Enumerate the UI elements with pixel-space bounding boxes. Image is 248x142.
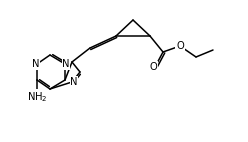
Text: N: N	[70, 77, 78, 87]
Text: NH$_2$: NH$_2$	[27, 90, 47, 104]
Text: O: O	[149, 62, 157, 72]
Text: N: N	[32, 59, 40, 69]
Text: N: N	[62, 59, 70, 69]
Text: O: O	[176, 41, 184, 51]
